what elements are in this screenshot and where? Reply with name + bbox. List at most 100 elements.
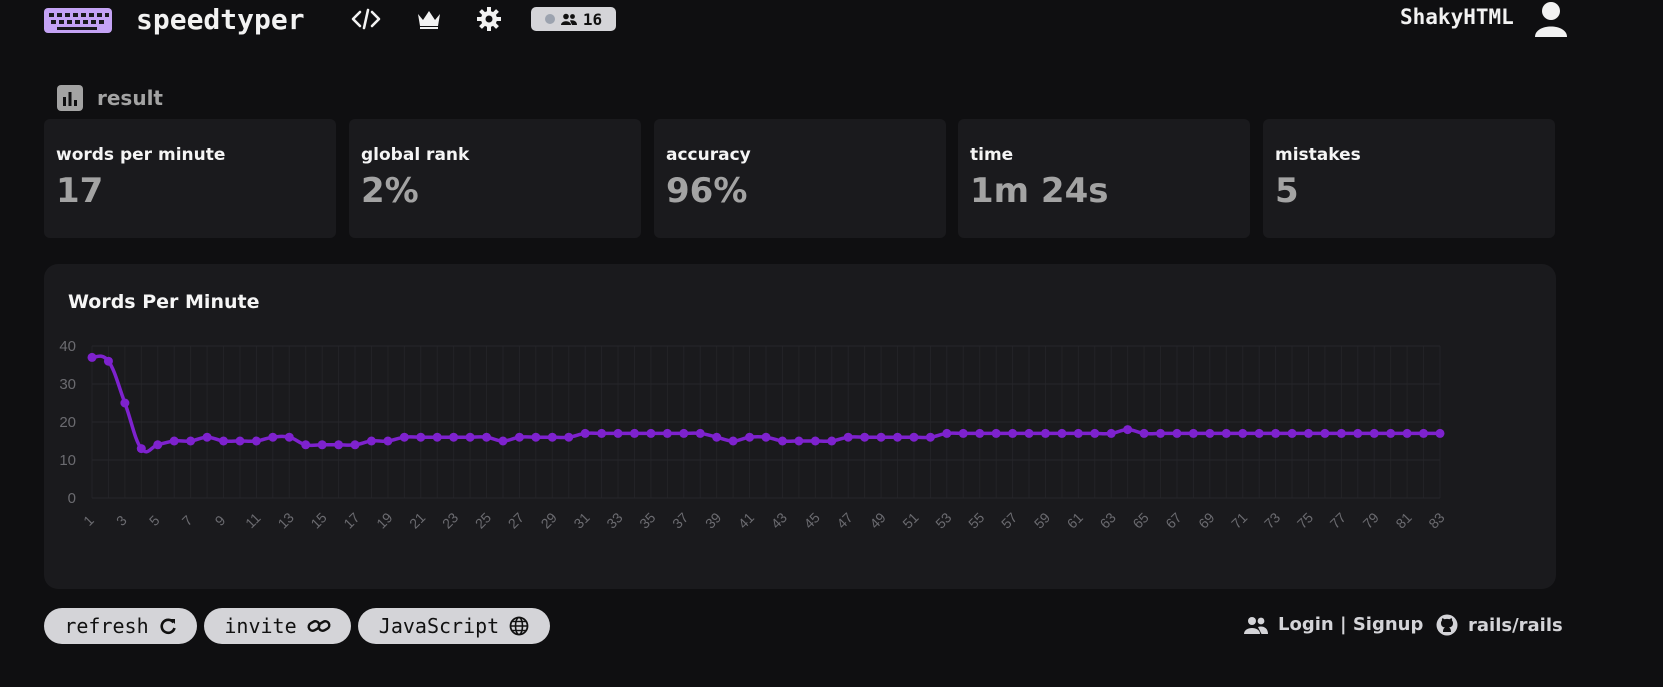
wpm-data-point — [876, 432, 886, 442]
wpm-data-point — [169, 436, 179, 446]
wpm-data-point — [564, 432, 574, 442]
y-tick-label: 10 — [59, 452, 76, 469]
wpm-data-point — [646, 428, 656, 438]
stat-card-wpm: words per minute 17 — [44, 119, 336, 238]
x-tick-label: 39 — [702, 509, 724, 531]
wpm-data-point — [1287, 428, 1297, 438]
crown-icon[interactable] — [414, 6, 444, 32]
wpm-data-point — [1320, 428, 1330, 438]
y-tick-label: 40 — [59, 338, 76, 355]
x-tick-label: 19 — [373, 509, 395, 531]
wpm-data-point — [1353, 428, 1363, 438]
invite-button[interactable]: invite — [204, 608, 351, 644]
wpm-data-point — [909, 432, 919, 442]
user-avatar-icon[interactable] — [1533, 0, 1569, 38]
x-tick-label: 71 — [1228, 509, 1250, 531]
x-tick-label: 11 — [242, 510, 264, 532]
wpm-data-point — [268, 432, 278, 442]
x-tick-label: 1 — [80, 512, 97, 529]
wpm-data-point — [251, 436, 261, 446]
stat-label: words per minute — [56, 145, 226, 165]
x-tick-label: 41 — [735, 509, 757, 531]
stat-card-time: time 1m 24s — [958, 119, 1250, 238]
wpm-data-point — [1303, 428, 1313, 438]
wpm-data-point — [1238, 428, 1248, 438]
login-signup-link[interactable]: Login | Signup — [1244, 614, 1423, 635]
wpm-data-point — [301, 440, 311, 450]
wpm-data-point — [153, 440, 163, 450]
x-tick-label: 29 — [538, 509, 560, 531]
globe-icon — [509, 616, 529, 636]
wpm-data-point — [1435, 428, 1445, 438]
wpm-data-point — [1106, 428, 1116, 438]
stat-card-global-rank: global rank 2% — [349, 119, 641, 238]
wpm-data-point — [432, 432, 442, 442]
wpm-data-point — [958, 428, 968, 438]
github-icon — [1436, 614, 1458, 636]
wpm-data-point — [366, 436, 376, 446]
x-tick-label: 49 — [866, 509, 888, 531]
wpm-data-point — [334, 440, 344, 450]
online-users-badge[interactable]: 16 — [531, 7, 616, 31]
brand-name[interactable]: speedtyper — [136, 3, 305, 36]
wpm-data-point — [1139, 428, 1149, 438]
username[interactable]: ShakyHTML — [1400, 5, 1514, 29]
wpm-data-point — [547, 432, 557, 442]
wpm-data-point — [531, 432, 541, 442]
wpm-data-point — [761, 432, 771, 442]
wpm-data-point — [219, 436, 229, 446]
x-tick-label: 65 — [1129, 509, 1151, 531]
x-tick-label: 35 — [636, 509, 658, 531]
x-tick-label: 7 — [179, 512, 196, 529]
wpm-data-point — [777, 436, 787, 446]
stat-value: 96% — [666, 171, 748, 211]
wpm-data-point — [284, 432, 294, 442]
code-icon[interactable] — [351, 6, 381, 32]
refresh-button[interactable]: refresh — [44, 608, 197, 644]
wpm-data-point — [925, 432, 935, 442]
wpm-chart-card: 0 10 20 30 40 1 3 5 7 9 11 13 15 17 19 21 23 25 27 29 31 33 35… — [44, 264, 1556, 589]
wpm-data-point — [893, 432, 903, 442]
wpm-data-point — [728, 436, 738, 446]
online-count: 16 — [582, 9, 603, 29]
stat-label: global rank — [361, 145, 470, 165]
x-tick-label: 69 — [1195, 509, 1217, 531]
wpm-data-point — [1402, 428, 1412, 438]
wpm-data-point — [860, 432, 870, 442]
stat-value: 2% — [361, 171, 419, 211]
wpm-data-point — [745, 432, 755, 442]
wpm-data-point — [465, 432, 475, 442]
x-tick-label: 61 — [1064, 509, 1086, 531]
wpm-data-point — [1073, 428, 1083, 438]
wpm-data-point — [87, 352, 97, 362]
stat-label: mistakes — [1275, 145, 1361, 165]
wpm-data-point — [1123, 425, 1133, 435]
wpm-data-point — [1040, 428, 1050, 438]
wpm-data-point — [662, 428, 672, 438]
wpm-data-point — [416, 432, 426, 442]
wpm-data-point — [1057, 428, 1067, 438]
keyboard-logo-icon[interactable] — [43, 6, 113, 34]
github-repo-link[interactable]: rails/rails — [1436, 614, 1563, 636]
wpm-data-point — [597, 428, 607, 438]
wpm-data-point — [1188, 428, 1198, 438]
wpm-data-point — [399, 432, 409, 442]
wpm-data-point — [202, 432, 212, 442]
bar-chart-icon — [57, 85, 83, 111]
gear-icon[interactable] — [474, 6, 504, 32]
x-tick-label: 73 — [1261, 509, 1283, 531]
y-tick-label: 30 — [59, 376, 76, 393]
login-signup-label: Login | Signup — [1278, 614, 1424, 635]
wpm-data-point — [1024, 428, 1034, 438]
wpm-data-point — [1205, 428, 1215, 438]
wpm-data-point — [449, 432, 459, 442]
wpm-data-point — [580, 428, 590, 438]
wpm-data-point — [235, 436, 245, 446]
language-selector-button[interactable]: JavaScript — [358, 608, 550, 644]
wpm-data-point — [827, 436, 837, 446]
wpm-data-point — [1008, 428, 1018, 438]
x-tick-label: 63 — [1097, 509, 1119, 531]
chart-title: Words Per Minute — [68, 291, 260, 313]
wpm-data-point — [1221, 428, 1231, 438]
x-tick-label: 79 — [1360, 509, 1382, 531]
